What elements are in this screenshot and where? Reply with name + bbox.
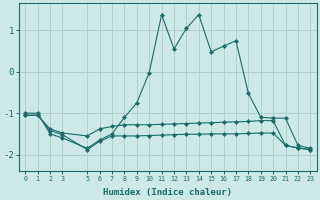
X-axis label: Humidex (Indice chaleur): Humidex (Indice chaleur) [103, 188, 232, 197]
